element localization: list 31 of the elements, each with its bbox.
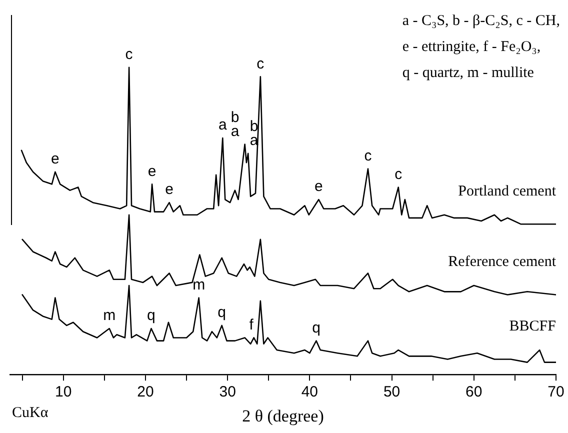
annotation: q xyxy=(218,304,226,322)
text: CuKα xyxy=(12,405,48,422)
x-tick-label: 60 xyxy=(466,384,482,401)
x-tick-label: 70 xyxy=(548,384,564,401)
series-label: Portland cement xyxy=(458,183,557,200)
annotation: f xyxy=(249,316,254,334)
series-label: BBCFF xyxy=(509,318,556,334)
annotation: c xyxy=(364,147,372,164)
annotation: q - quartz, m - mullite xyxy=(402,64,535,83)
x-tick-label: 40 xyxy=(301,384,318,401)
annotation: m xyxy=(192,276,206,294)
annotation: c xyxy=(125,46,134,64)
annotation: q xyxy=(312,319,320,336)
x-tick-label: 10 xyxy=(55,384,72,401)
annotation: m xyxy=(103,307,116,324)
x-tick-label: 30 xyxy=(219,384,236,401)
annotation: a xyxy=(218,116,228,134)
x-tick-label: 50 xyxy=(383,384,400,401)
annotation: e xyxy=(165,181,174,198)
series-label: Reference cement xyxy=(448,254,557,270)
x-axis-title: 2 θ (degree) xyxy=(242,406,324,426)
annotation: e xyxy=(314,178,323,196)
x-tick-label: 20 xyxy=(137,384,154,401)
annotation: c xyxy=(394,166,403,183)
annotation: q xyxy=(147,307,156,324)
text: e - ettringite, f - Fe₂O₃, xyxy=(402,38,542,57)
annotation: c xyxy=(256,55,265,72)
annotation: e xyxy=(50,150,60,168)
text: a - C₃S, b - β-C₂S, c - CH, xyxy=(402,12,560,31)
annotation: e xyxy=(148,162,156,180)
annotation: b xyxy=(250,118,258,136)
